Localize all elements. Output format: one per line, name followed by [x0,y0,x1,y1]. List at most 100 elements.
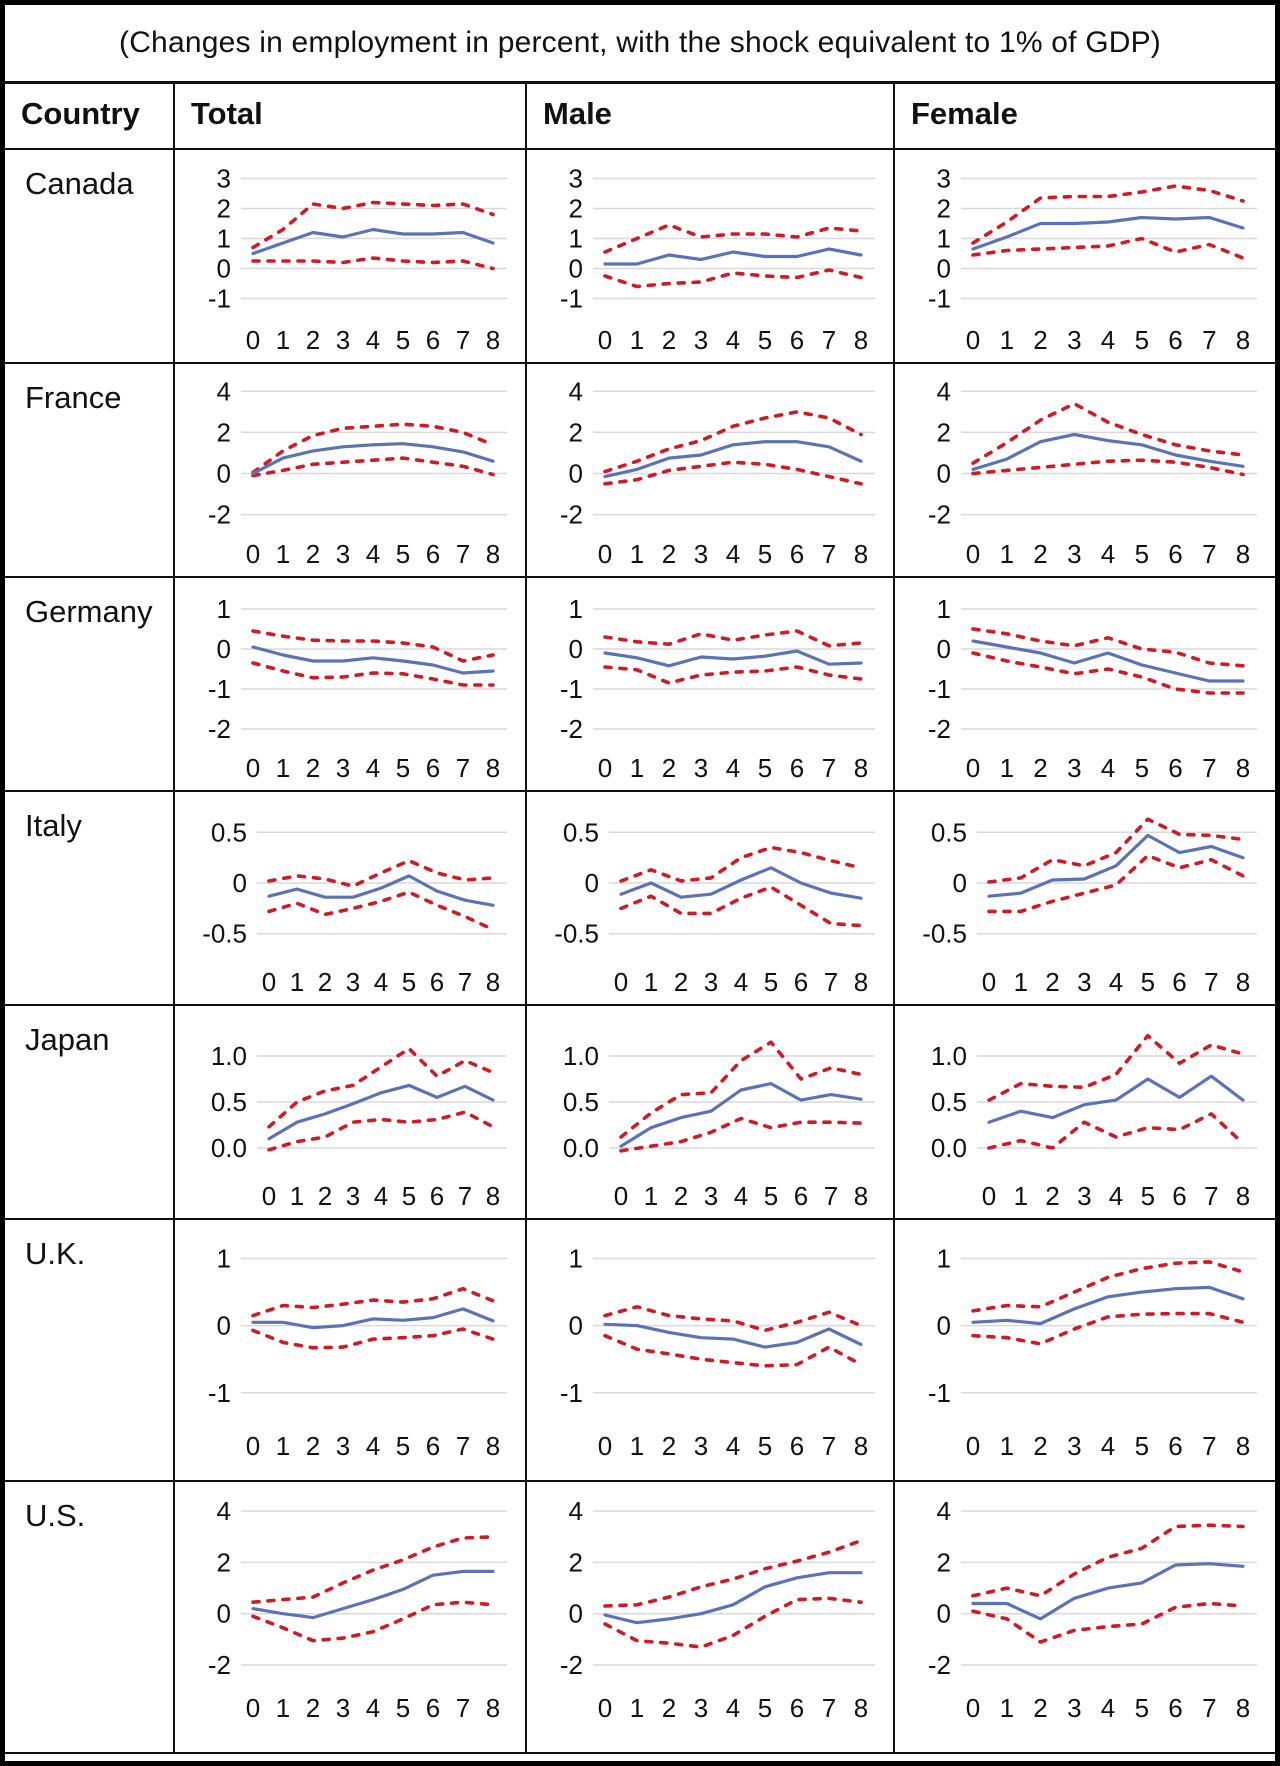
chart-canada-total: 3 2 1 0 -1 0 1 2 3 4 5 6 7 8 [173,148,525,362]
column-header-male: Male [525,84,893,148]
upper-band-line [971,184,1245,245]
y-tick-label: 0.5 [563,1087,599,1117]
x-tick-label: 4 [1101,325,1115,355]
x-tick-label: 5 [758,325,772,355]
point-estimate-line [603,1322,863,1349]
upper-band-line [251,422,495,475]
point-estimate-line [987,833,1245,898]
upper-band-line [603,410,863,474]
x-tick-label: 3 [1067,325,1081,355]
x-tick-label: 4 [726,325,740,355]
x-tick-label: 0 [262,967,276,997]
x-tick-label: 1 [644,1181,658,1211]
lower-band-line [603,268,863,289]
x-tick-label: 0 [966,539,980,569]
x-tick-label: 3 [694,325,708,355]
x-tick-label: 5 [758,753,772,783]
x-tick-label: 2 [1033,539,1047,569]
upper-band-line [971,401,1245,465]
x-tick-label: 0 [614,967,628,997]
upper-band-line [987,1033,1245,1102]
x-tick-label: 7 [822,1693,836,1723]
x-tick-label: 0 [246,753,260,783]
y-tick-label: 1 [217,224,231,254]
x-tick-label: 0 [598,325,612,355]
y-tick-label: 0 [217,634,231,664]
column-header-country: Country [21,96,140,131]
point-estimate-line [971,1285,1245,1326]
x-tick-label: 0 [246,325,260,355]
upper-band-line [971,1260,1245,1313]
y-tick-label: -2 [928,500,951,530]
x-tick-label: 2 [662,1431,676,1461]
y-tick-label: 1 [937,594,951,624]
x-tick-label: 1 [276,1693,290,1723]
y-tick-label: 1 [217,594,231,624]
y-tick-label: -1 [928,1378,951,1408]
y-tick-label: 0.5 [211,817,247,847]
lower-band-line [267,1110,495,1152]
lower-band-line [619,1116,863,1153]
y-tick-label: 0 [217,459,231,489]
y-tick-label: 2 [217,194,231,224]
y-tick-label: -0.5 [554,919,599,949]
x-tick-label: 2 [306,325,320,355]
x-tick-label: 1 [1000,325,1014,355]
x-tick-label: 3 [694,753,708,783]
y-tick-label: 0 [937,254,951,284]
y-tick-label: 0 [217,254,231,284]
x-tick-label: 8 [1236,1431,1250,1461]
x-tick-label: 7 [1202,753,1216,783]
x-tick-label: 3 [1067,1693,1081,1723]
x-tick-label: 6 [794,967,808,997]
lower-band-line [619,885,863,928]
x-tick-label: 7 [1202,1693,1216,1723]
x-tick-label: 3 [336,1431,350,1461]
y-tick-label: 1 [937,1244,951,1274]
x-tick-label: 4 [366,539,380,569]
y-tick-label: -2 [928,714,951,744]
mini-chart: 10-10 1 2 3 4 5 6 7 8 [208,1244,507,1461]
y-tick-label: 0 [217,1311,231,1341]
chart-canada-female: 3 2 1 0 -1 0 1 2 3 4 5 6 7 8 [893,148,1275,362]
x-tick-label: 5 [1135,1431,1149,1461]
x-tick-label: 2 [1045,967,1059,997]
x-tick-label: 5 [1135,1693,1149,1723]
x-tick-label: 7 [1202,539,1216,569]
x-tick-label: 3 [336,539,350,569]
x-tick-label: 8 [1236,1181,1250,1211]
lower-band-line [971,1601,1245,1644]
y-tick-label: 2 [937,417,951,447]
point-estimate-line [603,247,863,266]
chart-canada-male: 3 2 1 0 -1 0 1 2 3 4 5 6 7 8 [525,148,893,362]
x-tick-label: 8 [486,1431,500,1461]
y-tick-label: -1 [560,1378,583,1408]
y-tick-label: -2 [928,1650,951,1680]
x-tick-label: 0 [246,1431,260,1461]
x-tick-label: 7 [1202,325,1216,355]
x-tick-label: 4 [726,1693,740,1723]
point-estimate-line [619,1082,863,1148]
x-tick-label: 5 [1135,753,1149,783]
x-tick-label: 2 [1033,1693,1047,1723]
x-tick-label: 0 [966,1693,980,1723]
y-tick-label: -1 [208,1378,231,1408]
x-tick-label: 5 [758,1693,772,1723]
x-tick-label: 3 [704,967,718,997]
lower-band-line [987,853,1245,914]
lower-band-line [251,661,495,687]
x-tick-label: 4 [734,1181,748,1211]
upper-band-line [987,817,1245,884]
y-tick-label: 4 [217,376,231,406]
lower-band-line [603,665,863,685]
lower-band-line [971,1311,1245,1346]
chart-uk-male: 1 0 -1 0 1 2 3 4 5 6 7 8 [525,1218,893,1480]
y-tick-label: 2 [217,1547,231,1577]
y-tick-label: 2 [217,417,231,447]
table-title: (Changes in employment in percent, with … [5,5,1275,84]
x-tick-label: 8 [854,1693,868,1723]
y-tick-label: 4 [217,1496,231,1526]
y-tick-label: 2 [569,1547,583,1577]
chart-italy-female: 0.5 0 -0.5 0 1 2 3 4 5 6 7 8 [893,790,1275,1004]
x-tick-label: 0 [598,753,612,783]
